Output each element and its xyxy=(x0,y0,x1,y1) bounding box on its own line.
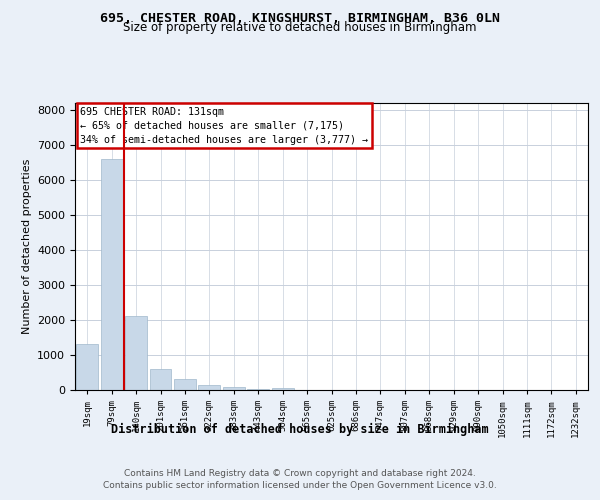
Bar xyxy=(174,380,196,390)
Bar xyxy=(247,388,269,390)
Bar xyxy=(199,384,220,390)
Text: Distribution of detached houses by size in Birmingham: Distribution of detached houses by size … xyxy=(111,422,489,436)
Bar xyxy=(149,369,172,390)
Bar xyxy=(223,387,245,390)
Bar xyxy=(76,344,98,390)
Y-axis label: Number of detached properties: Number of detached properties xyxy=(22,158,32,334)
Text: Contains HM Land Registry data © Crown copyright and database right 2024.
Contai: Contains HM Land Registry data © Crown c… xyxy=(103,469,497,490)
Bar xyxy=(272,388,293,390)
Text: 695 CHESTER ROAD: 131sqm
← 65% of detached houses are smaller (7,175)
34% of sem: 695 CHESTER ROAD: 131sqm ← 65% of detach… xyxy=(80,107,368,145)
Text: Size of property relative to detached houses in Birmingham: Size of property relative to detached ho… xyxy=(123,22,477,35)
Text: 695, CHESTER ROAD, KINGSHURST, BIRMINGHAM, B36 0LN: 695, CHESTER ROAD, KINGSHURST, BIRMINGHA… xyxy=(100,12,500,26)
Bar xyxy=(125,316,147,390)
Bar xyxy=(101,158,122,390)
